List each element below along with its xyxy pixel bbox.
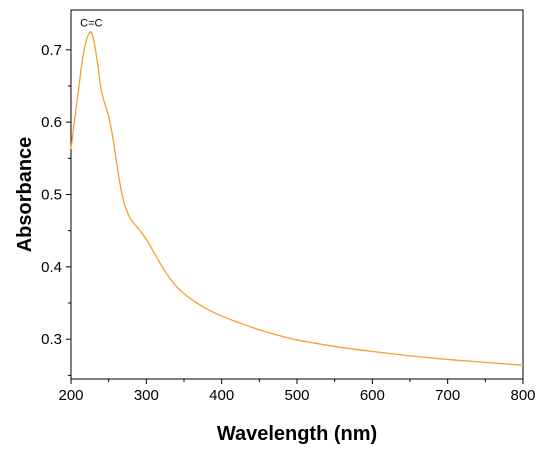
x-tick-label: 200 bbox=[58, 387, 83, 404]
series-line bbox=[70, 31, 524, 366]
y-tick-label: 0.3 bbox=[41, 331, 62, 348]
x-axis-ticks: 200 300 400 500 600 700 800 bbox=[58, 379, 536, 404]
peak-annotation: C=C bbox=[80, 18, 102, 30]
y-tick-label: 0.4 bbox=[41, 259, 62, 276]
x-tick-label: 500 bbox=[284, 387, 309, 404]
y-axis-ticks: 0.3 0.4 0.5 0.6 0.7 bbox=[41, 42, 71, 376]
y-tick-label: 0.5 bbox=[41, 187, 62, 204]
y-axis-title: Absorbance bbox=[14, 137, 36, 253]
annotations: C=C bbox=[80, 18, 102, 30]
x-tick-label: 400 bbox=[209, 387, 234, 404]
y-tick-label: 0.7 bbox=[41, 42, 62, 59]
plot-frame bbox=[70, 9, 524, 380]
x-tick-label: 800 bbox=[510, 387, 535, 404]
x-tick-label: 700 bbox=[435, 387, 460, 404]
x-tick-label: 600 bbox=[360, 387, 385, 404]
y-tick-label: 0.6 bbox=[41, 114, 62, 131]
x-axis-title: Wavelength (nm) bbox=[217, 423, 377, 445]
x-tick-label: 300 bbox=[134, 387, 159, 404]
